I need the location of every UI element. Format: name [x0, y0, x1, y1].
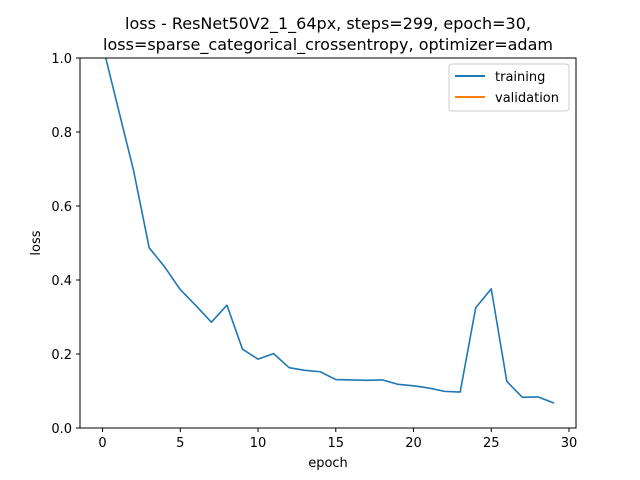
ticks-layer: 0 5 10 15 20 25 30 0.0 0.2 0.4 0.6 0.8 1.0 — [51, 52, 577, 451]
y-tick-label: 1.0 — [51, 52, 72, 67]
x-tick-label: 5 — [176, 436, 184, 451]
x-tick-label: 25 — [483, 436, 500, 451]
plot-frame — [79, 57, 577, 429]
x-tick-label: 15 — [328, 436, 345, 451]
legend-label-validation: validation — [495, 91, 559, 106]
y-tick-label: 0.4 — [51, 274, 72, 289]
x-tick-label: 0 — [98, 436, 106, 451]
y-tick-label: 0.0 — [51, 422, 72, 437]
y-tick-label: 0.2 — [51, 348, 72, 363]
series-line-training — [104, 58, 555, 404]
y-tick-label: 0.8 — [51, 126, 72, 141]
x-tick-label: 30 — [561, 436, 578, 451]
legend-label-training: training — [495, 70, 545, 85]
chart-title-line-1: loss - ResNet50V2_1_64px, steps=299, epo… — [125, 14, 531, 34]
legend: training validation — [448, 63, 570, 112]
x-axis-label: epoch — [308, 456, 348, 471]
y-axis-label: loss — [29, 230, 44, 255]
chart-title-line-2: loss=sparse_categorical_crossentropy, op… — [103, 35, 553, 55]
x-tick-label: 20 — [405, 436, 422, 451]
y-tick-label: 0.6 — [51, 200, 72, 215]
series-layer — [104, 58, 555, 404]
x-tick-label: 10 — [250, 436, 267, 451]
